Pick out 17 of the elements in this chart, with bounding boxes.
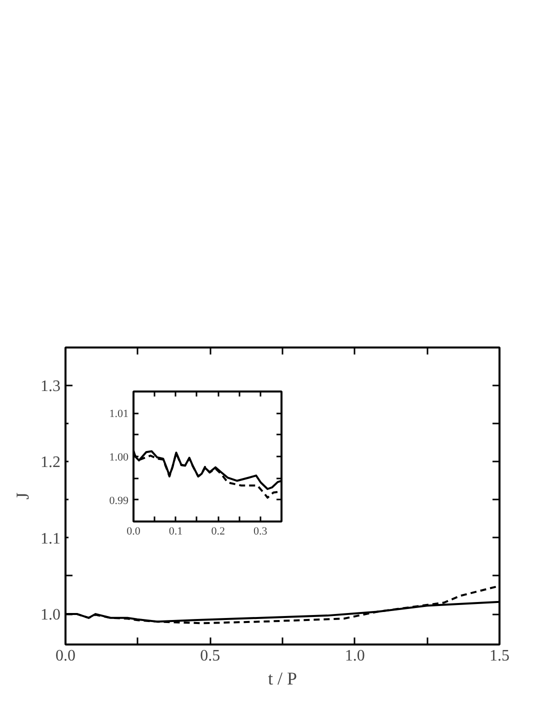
y-tick-label: 1.2 — [40, 454, 60, 472]
y-tick-label: 0.99 — [109, 494, 129, 507]
x-tick-label: 0.1 — [168, 526, 183, 538]
y-tick-label: 1.00 — [109, 452, 129, 464]
x-tick-label: 1.0 — [344, 648, 365, 664]
x-tick-label: 0.0 — [126, 526, 141, 538]
x-tick-label: 0.0 — [56, 648, 76, 664]
y-tick-label: 1.1 — [40, 530, 60, 548]
y-axis-title: J — [12, 492, 32, 500]
x-tick-label: 0.2 — [211, 526, 225, 538]
x-axis-title: t / P — [268, 668, 298, 688]
y-tick-label: 1.0 — [40, 606, 60, 624]
x-tick-label: 1.5 — [490, 648, 510, 664]
x-tick-label: 0.5 — [200, 648, 220, 664]
y-tick-label: 1.3 — [40, 378, 60, 396]
y-tick-label: 1.01 — [109, 408, 128, 420]
x-tick-label: 0.3 — [253, 526, 268, 538]
